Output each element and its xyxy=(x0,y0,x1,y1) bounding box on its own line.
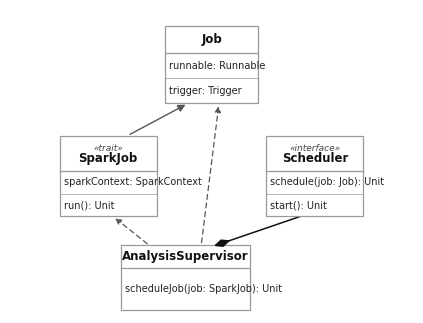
FancyBboxPatch shape xyxy=(266,136,363,216)
FancyBboxPatch shape xyxy=(60,136,157,216)
Polygon shape xyxy=(215,240,229,246)
Text: start(): Unit: start(): Unit xyxy=(270,200,327,210)
Text: Scheduler: Scheduler xyxy=(282,152,348,165)
Text: runnable: Runnable: runnable: Runnable xyxy=(168,61,265,70)
Text: Job: Job xyxy=(201,33,222,46)
Text: «interface»: «interface» xyxy=(289,144,341,153)
Text: sparkContext: SparkContext: sparkContext: SparkContext xyxy=(63,178,201,187)
Text: trigger: Trigger: trigger: Trigger xyxy=(168,86,241,96)
Text: SparkJob: SparkJob xyxy=(79,152,138,165)
Text: «trait»: «trait» xyxy=(93,144,123,153)
Text: scheduleJob(job: SparkJob): Unit: scheduleJob(job: SparkJob): Unit xyxy=(125,284,282,294)
Text: run(): Unit: run(): Unit xyxy=(63,200,114,210)
Text: schedule(job: Job): Unit: schedule(job: Job): Unit xyxy=(270,178,385,187)
FancyBboxPatch shape xyxy=(165,26,258,103)
Text: AnalysisSupervisor: AnalysisSupervisor xyxy=(122,250,249,263)
FancyBboxPatch shape xyxy=(121,245,250,310)
